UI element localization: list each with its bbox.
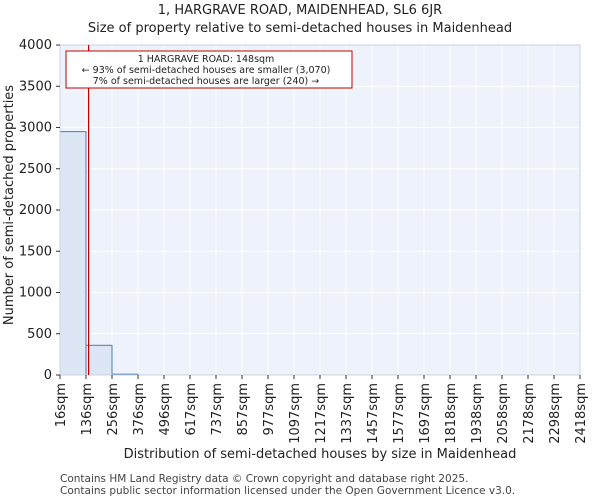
x-tick-label: 1697sqm [418, 383, 433, 444]
y-tick-label: 3000 [19, 121, 52, 136]
x-tick-label: 1217sqm [314, 383, 329, 444]
chart-title: Size of property relative to semi-detach… [87, 21, 513, 36]
x-tick-label: 857sqm [236, 383, 251, 436]
histogram-bar [85, 344, 113, 376]
histogram-bar [59, 131, 87, 376]
annotation-title: 1 HARGRAVE ROAD: 148sqm [138, 54, 275, 65]
y-tick-label: 2500 [19, 162, 52, 177]
x-tick-label: 977sqm [262, 383, 277, 436]
y-tick-label: 1000 [19, 286, 52, 301]
x-tick-label: 1097sqm [288, 383, 303, 444]
x-tick-label: 2298sqm [548, 383, 563, 444]
x-tick-label: 1577sqm [392, 383, 407, 444]
x-tick-label: 1457sqm [366, 383, 381, 444]
x-axis-label: Distribution of semi-detached houses by … [124, 447, 517, 462]
x-tick-label: 2418sqm [574, 383, 589, 444]
x-tick-label: 376sqm [132, 383, 147, 436]
y-tick-label: 3500 [19, 79, 52, 94]
x-tick-label: 1818sqm [444, 383, 459, 444]
y-tick-label: 0 [44, 368, 52, 383]
x-tick-label: 496sqm [158, 383, 173, 436]
x-tick-label: 2178sqm [522, 383, 537, 444]
footer-copyright: Contains HM Land Registry data © Crown c… [60, 473, 469, 485]
y-tick-label: 4000 [19, 38, 52, 53]
annotation-larger: 7% of semi-detached houses are larger (2… [93, 76, 320, 87]
x-tick-label: 1337sqm [340, 383, 355, 444]
footer-licence: Contains public sector information licen… [60, 485, 516, 497]
x-tick-label: 2058sqm [496, 383, 511, 444]
y-axis-label: Number of semi-detached properties [2, 85, 17, 325]
x-tick-label: 136sqm [80, 383, 95, 436]
x-tick-label: 256sqm [106, 383, 121, 436]
x-tick-label: 16sqm [54, 383, 69, 427]
annotation-box [65, 50, 353, 89]
x-tick-label: 1938sqm [470, 383, 485, 444]
chart-title-address: 1, HARGRAVE ROAD, MAIDENHEAD, SL6 6JR [157, 3, 443, 18]
y-tick-label: 500 [27, 327, 52, 342]
x-tick-label: 737sqm [210, 383, 225, 436]
annotation-smaller: ← 93% of semi-detached houses are smalle… [82, 65, 331, 76]
y-tick-label: 2000 [19, 203, 52, 218]
y-tick-label: 1500 [19, 244, 52, 259]
x-tick-label: 617sqm [184, 383, 199, 436]
